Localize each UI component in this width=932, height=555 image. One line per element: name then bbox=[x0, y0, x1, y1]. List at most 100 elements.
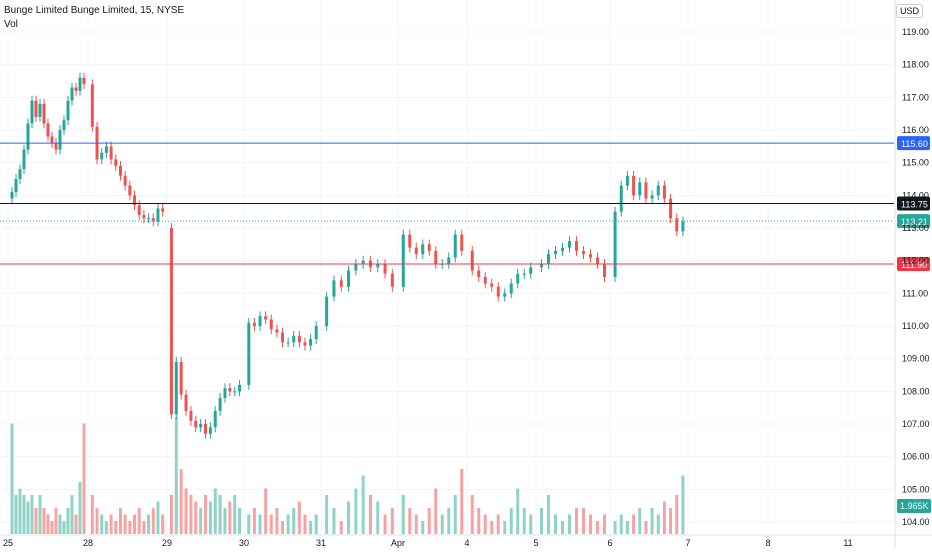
candle-body bbox=[303, 342, 307, 346]
time-axis[interactable]: 25 28 29 30 31 Apr 4 5 6 7 8 11 bbox=[0, 534, 932, 548]
price-axis[interactable]: 119.00118.00117.00116.00115.00114.00113.… bbox=[894, 0, 930, 550]
candle-body bbox=[233, 391, 237, 393]
candle-body bbox=[169, 228, 173, 415]
volume-bar bbox=[252, 508, 256, 534]
candle-body bbox=[46, 123, 50, 137]
candle-body bbox=[189, 410, 193, 421]
volume-bar bbox=[147, 514, 151, 534]
volume-bar bbox=[62, 521, 66, 534]
candle-body bbox=[151, 218, 155, 222]
volume-bar bbox=[453, 495, 457, 534]
volume-bar bbox=[662, 501, 666, 534]
volume-bar bbox=[10, 501, 14, 534]
candle-body bbox=[30, 100, 34, 124]
volume-bar bbox=[675, 495, 679, 534]
volume-bar bbox=[90, 495, 94, 534]
time-tick-label: 31 bbox=[316, 538, 326, 548]
volume-bar bbox=[34, 508, 38, 534]
time-tick-label: 6 bbox=[607, 538, 612, 548]
candle-body bbox=[109, 146, 113, 160]
candle-body bbox=[74, 87, 78, 91]
candle-body bbox=[90, 84, 94, 127]
candle-body bbox=[589, 254, 592, 258]
candle-body bbox=[258, 316, 262, 327]
candle-body bbox=[619, 185, 623, 212]
candle-body bbox=[100, 152, 104, 160]
time-tick-label: Apr bbox=[391, 538, 405, 548]
price-tick-label: 116.00 bbox=[902, 125, 929, 135]
candle-body bbox=[421, 244, 425, 255]
volume-bar bbox=[596, 521, 599, 534]
volume-bar bbox=[114, 521, 118, 534]
candle-body bbox=[376, 263, 380, 268]
volume-bar bbox=[414, 514, 418, 534]
volume-bar bbox=[325, 495, 329, 534]
time-tick-label: 29 bbox=[162, 538, 172, 548]
volume-bar bbox=[70, 495, 74, 534]
candle-body bbox=[137, 205, 141, 215]
candle-body bbox=[104, 146, 108, 153]
candle-body bbox=[184, 394, 188, 411]
volume-bar bbox=[66, 508, 70, 534]
volume-bar bbox=[332, 508, 336, 534]
volume-layer bbox=[10, 417, 685, 534]
volume-bar bbox=[233, 495, 237, 534]
volume-bar bbox=[427, 508, 431, 534]
volume-bar bbox=[656, 514, 660, 534]
volume-bar bbox=[264, 488, 268, 534]
volume-bar bbox=[625, 521, 629, 534]
volume-bar bbox=[204, 495, 207, 534]
price-tick-label: 106.00 bbox=[902, 452, 930, 462]
candle-body bbox=[575, 241, 578, 251]
volume-bar bbox=[174, 417, 178, 534]
red-level-line-label: 111.90 bbox=[901, 260, 927, 270]
candle-body bbox=[522, 273, 526, 275]
volume-bar bbox=[603, 514, 606, 534]
candle-body bbox=[613, 211, 617, 278]
candle-body bbox=[390, 273, 394, 287]
volume-bar bbox=[54, 508, 58, 534]
candle-body bbox=[309, 339, 313, 346]
volume-bar bbox=[568, 514, 571, 534]
candle-body bbox=[347, 270, 351, 287]
volume-bar bbox=[681, 475, 685, 534]
volume-bar bbox=[309, 521, 313, 534]
volume-bar bbox=[247, 514, 251, 534]
volume-bar bbox=[22, 508, 26, 534]
candle-body bbox=[199, 424, 203, 428]
volume-bar bbox=[490, 521, 494, 534]
candle-body bbox=[223, 388, 227, 398]
candle-body bbox=[632, 175, 636, 196]
volume-bar bbox=[547, 495, 550, 534]
candle-body bbox=[238, 384, 242, 392]
currency-badge[interactable]: USD bbox=[895, 4, 923, 18]
candle-body bbox=[675, 218, 679, 232]
volume-bar bbox=[228, 501, 232, 534]
grid-layer bbox=[0, 0, 894, 534]
candle-body bbox=[554, 250, 557, 255]
volume-bar bbox=[269, 514, 273, 534]
candle-body bbox=[490, 283, 494, 287]
volume-bar bbox=[194, 501, 198, 534]
candle-body bbox=[161, 208, 165, 212]
candle-body bbox=[414, 247, 418, 255]
candle-body bbox=[529, 267, 533, 274]
candle-body bbox=[460, 234, 464, 251]
candle-body bbox=[383, 263, 387, 274]
black-level-line-label: 113.75 bbox=[901, 200, 928, 210]
candle-body bbox=[62, 120, 66, 131]
candle-body bbox=[638, 182, 642, 196]
candle-body bbox=[483, 277, 487, 284]
volume-bar bbox=[421, 521, 425, 534]
volume-bar bbox=[376, 501, 380, 534]
candle-body bbox=[650, 195, 654, 199]
volume-bar bbox=[516, 488, 520, 534]
volume-bar bbox=[408, 508, 412, 534]
volume-bar bbox=[199, 508, 203, 534]
candle-body bbox=[42, 103, 46, 124]
candle-body bbox=[156, 208, 160, 222]
price-tick-label: 118.00 bbox=[902, 60, 929, 70]
volume-bar bbox=[10, 423, 14, 534]
